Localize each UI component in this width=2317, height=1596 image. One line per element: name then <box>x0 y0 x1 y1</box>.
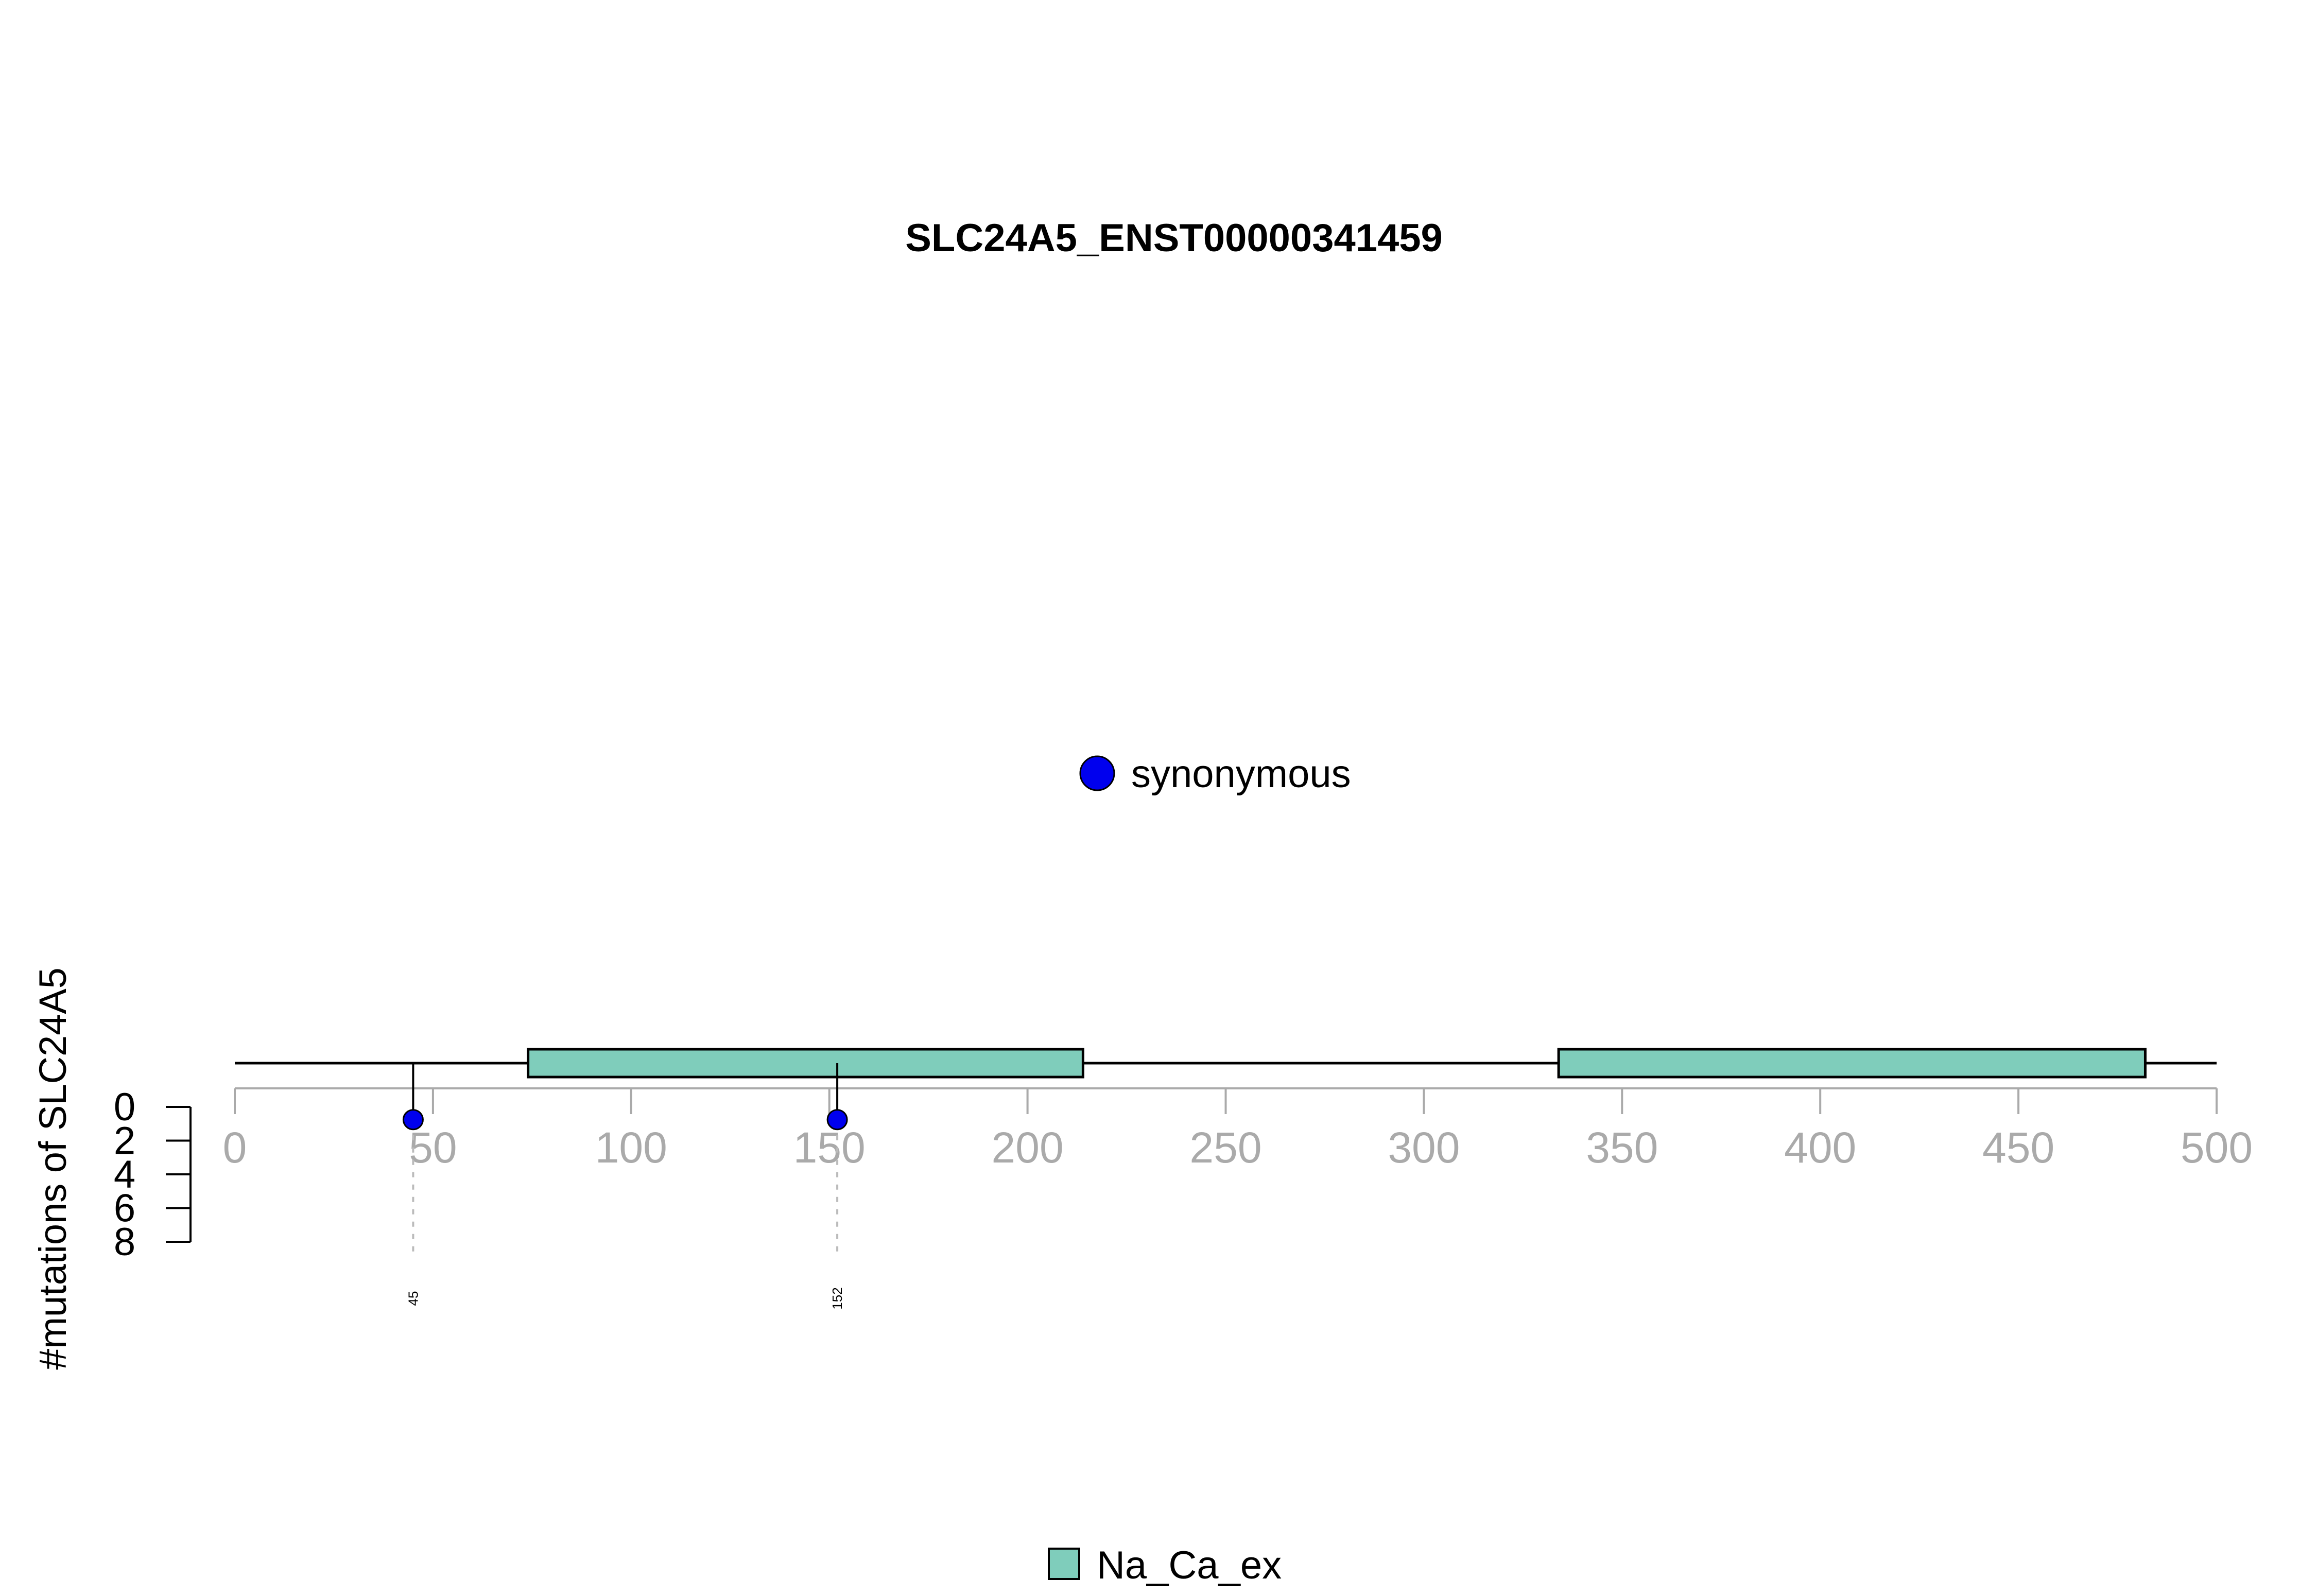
x-tick-label: 400 <box>1784 1123 1856 1172</box>
mutations: 45 152 <box>402 1063 848 1310</box>
mutation-legend: synonymous <box>1079 752 1351 796</box>
legend-label-Na_Ca_ex: Na_Ca_ex <box>1097 1543 1282 1587</box>
x-tick-label: 350 <box>1586 1123 1658 1172</box>
mutation-point <box>826 1109 848 1131</box>
x-tick-label: 300 <box>1388 1123 1460 1172</box>
domains <box>527 1048 2147 1079</box>
x-tick-label: 450 <box>1982 1123 2054 1172</box>
domain-Na_Ca_ex-2 <box>1557 1048 2147 1079</box>
y-tick-label: 0 <box>114 1085 135 1129</box>
y-tick-label: 8 <box>114 1220 135 1264</box>
x-tick-label: 200 <box>992 1123 1064 1172</box>
legend-swatch-Na_Ca_ex <box>1048 1548 1080 1580</box>
mutation-position-label: 45 <box>405 1291 421 1306</box>
x-axis: 0 50 100 150 200 250 300 350 400 450 500 <box>223 1087 2253 1172</box>
x-tick-label: 500 <box>2181 1123 2253 1172</box>
legend-marker-synonymous <box>1079 755 1115 791</box>
x-tick-label: 150 <box>793 1123 866 1172</box>
legend-label-synonymous: synonymous <box>1131 752 1351 796</box>
y-axis-label: #mutations of SLC24A5 <box>31 967 74 1370</box>
mutation-position-label: 152 <box>829 1287 845 1309</box>
domain-legend: Na_Ca_ex <box>1048 1543 1282 1587</box>
x-tick-label: 250 <box>1189 1123 1261 1172</box>
domain-Na_Ca_ex-1 <box>527 1048 1084 1079</box>
y-tick-label: 4 <box>114 1153 135 1196</box>
x-tick-label: 100 <box>595 1123 667 1172</box>
chart-title: SLC24A5_ENST00000341459 <box>905 216 1443 260</box>
x-tick-label: 50 <box>409 1123 457 1172</box>
y-tick-label: 2 <box>114 1119 135 1163</box>
x-tick-label: 0 <box>223 1123 247 1172</box>
y-tick-label: 6 <box>114 1187 135 1230</box>
mutation-point <box>402 1109 424 1131</box>
